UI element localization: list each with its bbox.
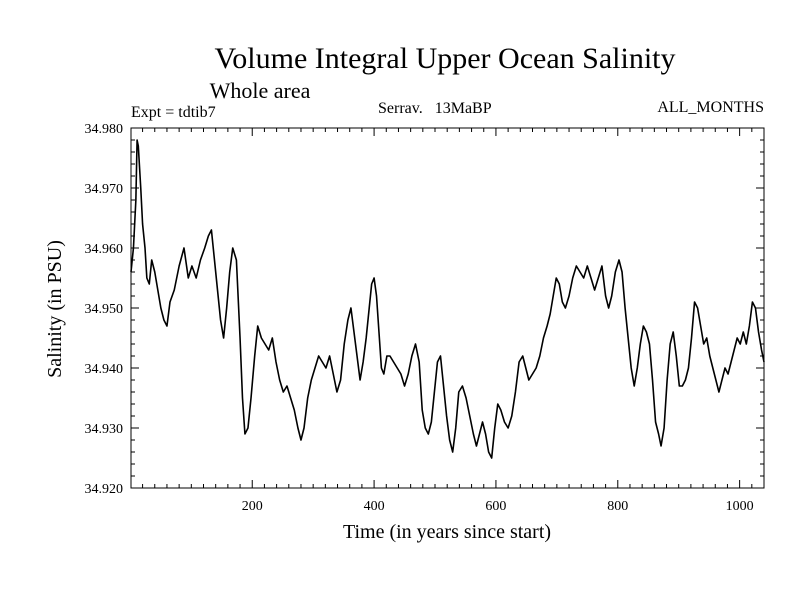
plot-area: 200 400 600 800 1000 34.920 34.930 34.940 34.950… [85, 122, 765, 514]
y-tick-label: 34.960 [85, 242, 124, 257]
y-tick-label: 34.940 [85, 362, 124, 377]
y-tick-label: 34.950 [85, 302, 124, 317]
x-tick-label: 1000 [726, 499, 754, 514]
x-tick-label: 800 [607, 499, 628, 514]
series-line-salinity [130, 139, 765, 459]
chart-subtitle: Whole area [210, 78, 311, 103]
x-tick-label: 400 [364, 499, 385, 514]
x-tick-label: 600 [485, 499, 506, 514]
y-axis-label: Salinity (in PSU) [44, 240, 66, 378]
run-label: Serrav. 13MaBP [378, 100, 492, 117]
experiment-label: Expt = tdtib7 [131, 104, 216, 121]
chart-title: Volume Integral Upper Ocean Salinity [215, 42, 676, 75]
y-tick-label: 34.920 [85, 482, 124, 497]
x-axis-label: Time (in years since start) [343, 521, 551, 543]
months-label: ALL_MONTHS [657, 99, 764, 116]
y-tick-label: 34.980 [85, 122, 124, 137]
y-tick-label: 34.970 [85, 182, 124, 197]
x-tick-label: 200 [242, 499, 263, 514]
y-tick-label: 34.930 [85, 422, 124, 437]
